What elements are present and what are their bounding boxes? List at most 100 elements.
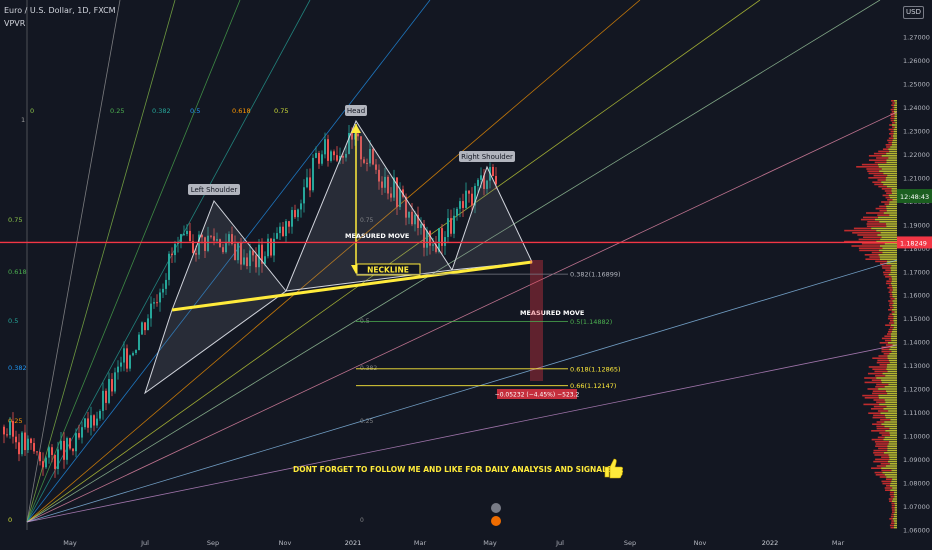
volume-bar-up — [881, 236, 897, 238]
volume-bar-up — [889, 353, 897, 355]
volume-bar-down — [882, 148, 889, 150]
volume-bar-up — [884, 399, 897, 401]
candle-body — [492, 166, 494, 177]
volume-bar-up — [892, 289, 897, 291]
volume-bar-down — [882, 271, 891, 274]
volume-bar-up — [891, 141, 897, 144]
candle-body — [312, 157, 314, 191]
volume-bar-up — [891, 124, 897, 126]
volume-bar-down — [876, 383, 889, 386]
volume-bar-up — [881, 467, 897, 469]
candle-body — [87, 418, 89, 428]
volume-bar-up — [894, 115, 897, 117]
volume-bar-up — [878, 394, 897, 397]
candle-body — [387, 176, 389, 194]
candle-body — [105, 390, 107, 403]
volume-bar-down — [888, 291, 892, 293]
volume-bar-down — [873, 452, 884, 454]
volume-bar-up — [891, 480, 897, 483]
candle-body — [54, 454, 56, 469]
volume-bar-down — [867, 372, 883, 375]
candle-body — [375, 164, 377, 170]
candle-body — [51, 447, 53, 455]
time-tick-label: 2021 — [345, 539, 362, 547]
volume-bar-up — [891, 188, 897, 190]
volume-bar-up — [878, 166, 897, 168]
volume-bar-up — [891, 278, 897, 280]
volume-bar-up — [886, 159, 897, 161]
volume-bar-up — [885, 430, 897, 432]
time-tick-label: Sep — [624, 539, 636, 547]
volume-bar-down — [868, 155, 882, 157]
volume-bar-up — [893, 128, 897, 131]
volume-bar-down — [882, 194, 889, 197]
left-shoulder-label-box — [188, 184, 240, 195]
candle-body — [237, 242, 239, 261]
volume-bar-up — [878, 397, 897, 399]
measured-move-label: MEASURED MOVE — [520, 309, 584, 317]
time-tick-label: Nov — [694, 539, 707, 547]
volume-bar-down — [874, 370, 888, 373]
countdown-value: 12:48:43 — [900, 193, 929, 201]
volume-bar-down — [860, 218, 875, 221]
volume-bar-down — [889, 491, 894, 494]
volume-bar-up — [879, 256, 897, 258]
candle-body — [12, 420, 14, 437]
candle-body — [345, 153, 347, 158]
volume-bar-up — [889, 348, 897, 351]
volume-bar-down — [887, 331, 892, 333]
neckline-label: NECKLINE — [367, 266, 409, 275]
price-tick-label: 1.13000 — [903, 362, 930, 370]
current-price-tag — [897, 236, 932, 249]
candle-body — [408, 211, 410, 218]
candle-body — [303, 187, 305, 204]
fan-line — [26, 0, 241, 523]
indicator-label[interactable]: VPVR — [4, 19, 26, 28]
volume-bar-up — [894, 117, 897, 120]
volume-bar-up — [881, 155, 897, 157]
volume-bar-up — [891, 500, 897, 502]
volume-bar-up — [892, 304, 897, 307]
volume-bar-up — [894, 113, 897, 115]
candle-body — [480, 175, 482, 180]
candle-body — [99, 410, 101, 419]
candle-body — [216, 239, 218, 241]
volume-bar-down — [888, 300, 893, 302]
currency-badge[interactable]: USD — [903, 6, 924, 19]
candle-body — [477, 179, 479, 186]
volume-bar-down — [878, 355, 888, 357]
fan-line — [26, 0, 641, 523]
volume-bar-up — [891, 284, 897, 287]
volume-bar-down — [891, 502, 895, 505]
volume-bar-up — [871, 227, 897, 230]
price-tick-label: 1.11000 — [903, 409, 930, 417]
volume-bar-down — [861, 243, 885, 245]
candle-body — [162, 288, 164, 293]
volume-bar-up — [894, 504, 897, 507]
price-tick-label: 1.09000 — [903, 456, 930, 464]
candle-body — [336, 155, 338, 161]
volume-bar-up — [883, 438, 897, 441]
volume-bar-down — [862, 216, 878, 219]
fan-left-label: 0.25 — [8, 417, 22, 425]
volume-bar-up — [884, 414, 897, 417]
volume-bar-down — [876, 425, 885, 428]
candle-body — [399, 189, 401, 208]
candle-body — [441, 228, 443, 246]
volume-bar-down — [889, 500, 892, 502]
volume-bar-down — [884, 335, 892, 337]
candle-body — [462, 201, 464, 208]
candle-body — [57, 449, 59, 469]
volume-bar-up — [874, 218, 897, 221]
candle-body — [273, 238, 275, 256]
candle-body — [300, 203, 302, 210]
volume-bar-up — [892, 518, 897, 520]
volume-bar-up — [891, 309, 897, 311]
candle-body — [15, 436, 17, 443]
volume-bar-up — [893, 111, 897, 113]
volume-bar-up — [881, 423, 897, 425]
volume-bar-up — [894, 496, 897, 498]
volume-bar-down — [879, 210, 887, 212]
volume-bar-down — [889, 493, 894, 496]
